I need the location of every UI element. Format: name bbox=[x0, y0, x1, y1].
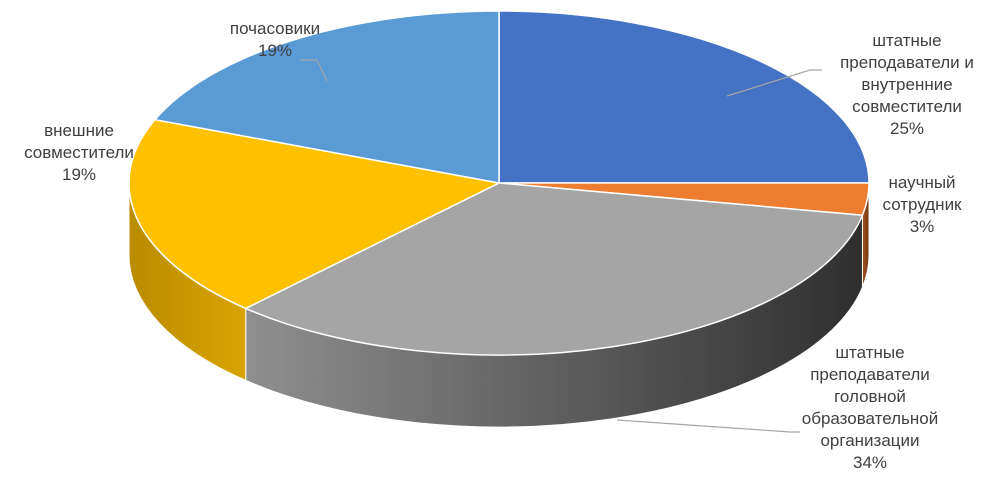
pie-slice-staff-internal bbox=[498, 10, 870, 184]
slice-label-external: внешние совместители 19% bbox=[24, 121, 134, 184]
slice-label-staff-internal: штатные преподаватели и внутренние совме… bbox=[840, 31, 974, 138]
leader-line-staff-main-org bbox=[616, 419, 800, 433]
pie-slice-external bbox=[128, 118, 500, 310]
slice-label-staff-main-org: штатные преподаватели головной образоват… bbox=[801, 343, 939, 472]
slice-label-hourly: почасовики 19% bbox=[229, 19, 321, 60]
slice-label-researcher: научный сотрудник 3% bbox=[882, 173, 962, 236]
leader-line-hourly bbox=[300, 59, 328, 82]
leader-line-staff-internal bbox=[726, 69, 822, 97]
pie-slice-staff-main-org bbox=[244, 182, 864, 356]
pie-slice-hourly bbox=[154, 10, 500, 184]
